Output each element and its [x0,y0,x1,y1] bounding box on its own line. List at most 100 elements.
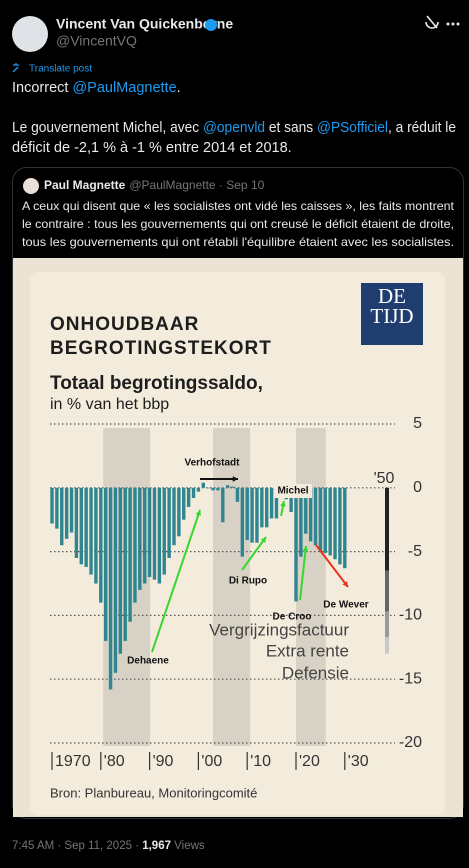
annotation: Michel [277,486,308,497]
quote-author[interactable]: Paul Magnette [44,178,126,192]
logo [361,283,423,345]
bar [308,487,313,542]
bar [162,487,166,575]
bar [221,487,225,523]
logo-text: DE [378,284,406,308]
bar [108,487,113,690]
post-line: Le gouvernement Michel, avec @openvld et… [12,120,456,136]
footer: 7:45 AM · Sep 11, 2025 · 1,967 Views [12,840,205,852]
x-tick-label: 1970 [55,753,91,770]
annotation: De Croo [273,612,312,623]
x-tick-label: '30 [348,753,369,770]
y-tick-label: -5 [408,543,422,560]
projection-segment [385,570,389,612]
post-line: déficit de -2,1 % à -1 % entre 2014 et 2… [12,140,292,156]
text-span: déficit de -2,1 % à -1 % entre 2014 et 2… [12,140,292,156]
author-name[interactable]: Vincent Van Quickenborne [56,16,233,32]
y-tick-label: -10 [399,607,422,624]
bar [235,487,240,502]
quote-text: A ceux qui disent que « les socialistes … [22,199,455,249]
bar [133,487,137,603]
quote-line: le contraire : tous les gouvernements qu… [22,217,454,231]
quote-meta: @PaulMagnette · Sep 10 [129,178,264,192]
bar [74,487,79,558]
x-tick-label: '80 [104,753,125,770]
arrow-head [195,510,202,516]
bar [191,487,196,499]
bar [240,487,245,557]
annotation: Di Rupo [229,576,267,587]
bar [313,487,318,546]
bar [118,487,123,654]
chart-title: ONHOUDBAAR [50,314,199,335]
bar [147,487,152,578]
bar [206,487,210,489]
x-tick-label: '00 [201,753,222,770]
bar [299,487,303,557]
mention[interactable]: @PaulMagnette [72,80,176,96]
bar [328,487,332,556]
annotation: De Wever [323,600,369,611]
chart-subtitle: Totaal begrotingssaldo, [50,373,263,394]
annotation: Verhofstadt [184,458,240,469]
bar [123,487,127,641]
text-span: Le gouvernement Michel, avec [12,120,203,136]
chart-unit: in % van het bbp [50,396,169,413]
bar [143,487,147,584]
text-span: et sans [265,120,317,136]
bar [55,487,59,529]
views-label: Views [171,840,205,852]
bar [50,487,54,524]
bar [294,487,298,602]
post-line: Incorrect @PaulMagnette. [12,80,181,96]
mention[interactable]: @openvld [203,120,265,136]
projection-segment-label: Extra rente [266,641,349,660]
annotation-box [274,484,312,498]
mention[interactable]: @PSofficiel [317,120,388,136]
quote-line: A ceux qui disent que « les socialistes … [22,199,455,213]
bar [196,487,201,492]
bar [255,487,259,543]
arrow-head [232,476,238,482]
avatar[interactable] [12,16,48,52]
bar [186,487,191,507]
translate[interactable]: Translate post [29,64,92,75]
translate-icon [12,63,19,73]
bar [338,487,342,565]
quote-avatar [23,178,39,194]
bar [245,487,249,541]
bar [167,487,171,558]
bar [84,487,88,567]
chart-source: Bron: Planbureau, Monitoringcomité [50,785,257,800]
projection-label: '50 [374,470,395,487]
arrow-head [342,581,348,587]
x-tick-label: '90 [153,753,174,770]
arrow [299,545,307,601]
logo-text: TIJD [370,304,413,328]
bar [304,487,308,534]
quote-box[interactable] [12,167,464,819]
arrow [151,509,201,653]
projection-segment-label: Vergrijzingsfactuur [209,620,349,639]
bar [69,487,74,533]
bar [182,487,186,520]
arrow-head [280,501,286,507]
bar [333,487,337,560]
bar [89,487,93,575]
grok-icon[interactable] [425,15,439,29]
projection-segment [385,637,389,654]
y-tick-label: -20 [399,734,422,751]
handle[interactable]: @VincentVQ [56,33,137,49]
bar [172,487,176,546]
bar [211,487,215,491]
bar [225,485,230,488]
bar [250,487,254,543]
text-span: , a réduit le [388,120,456,136]
bar [274,487,279,519]
bar [289,487,293,513]
quote-header: Paul Magnette @PaulMagnette · Sep 10 [44,178,265,192]
bar [113,487,118,673]
menu[interactable] [446,22,460,26]
